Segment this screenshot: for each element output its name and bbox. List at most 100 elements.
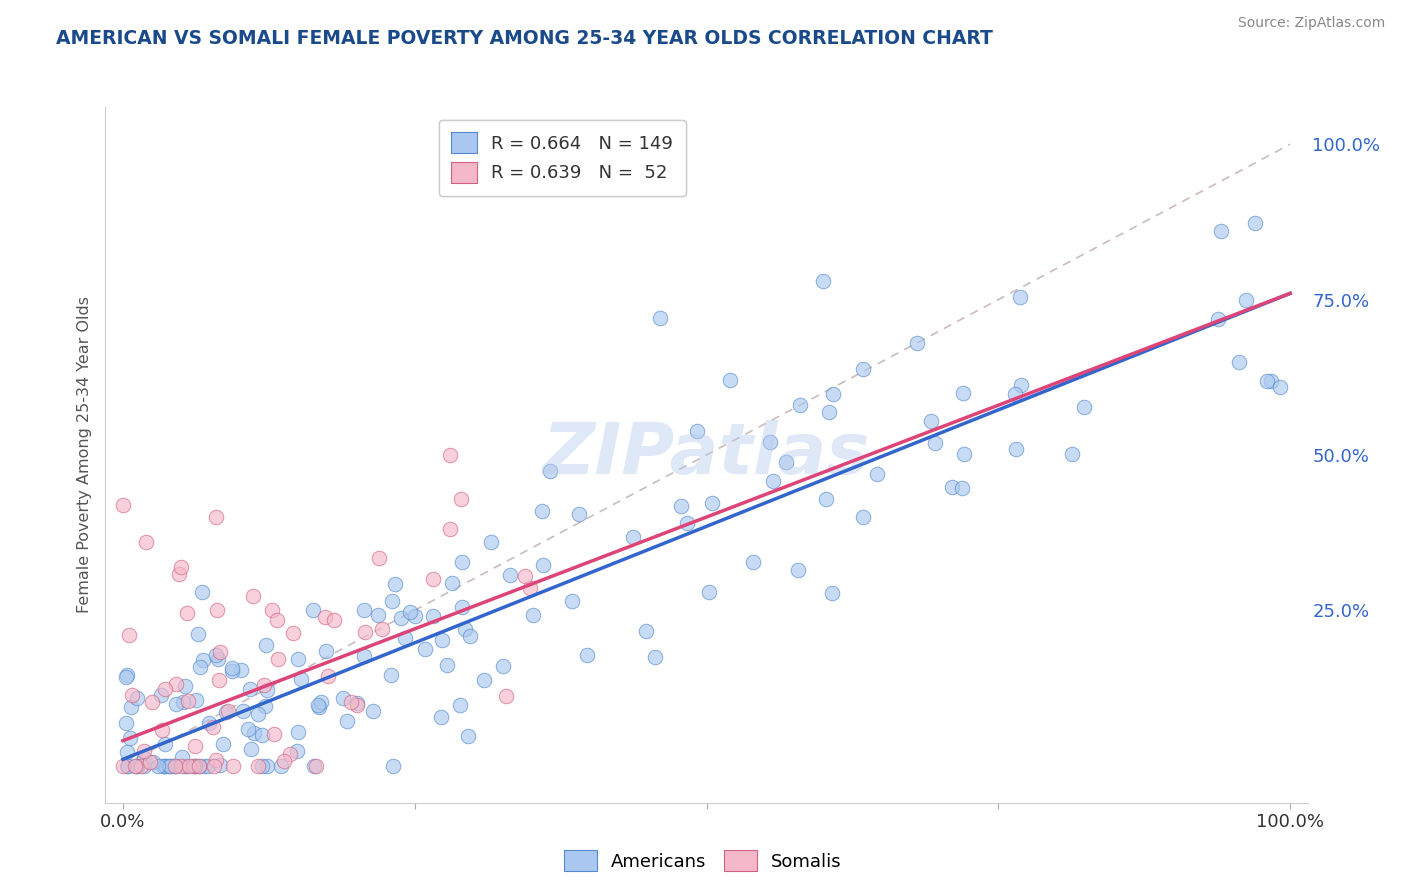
Point xyxy=(205,753,228,767)
Point xyxy=(492,659,515,673)
Point xyxy=(322,613,344,627)
Point xyxy=(821,586,844,600)
Point xyxy=(273,754,295,768)
Point xyxy=(472,673,495,687)
Point xyxy=(165,677,187,691)
Point xyxy=(287,724,309,739)
Point xyxy=(170,559,193,574)
Point xyxy=(132,744,155,758)
Point xyxy=(513,569,536,583)
Y-axis label: Female Poverty Among 25-34 Year Olds: Female Poverty Among 25-34 Year Olds xyxy=(76,296,91,614)
Point xyxy=(1008,290,1031,304)
Point xyxy=(451,600,474,615)
Point xyxy=(436,658,458,673)
Point xyxy=(254,639,277,653)
Point xyxy=(184,739,207,754)
Point xyxy=(305,758,328,772)
Point xyxy=(247,707,270,722)
Point xyxy=(217,705,239,719)
Point xyxy=(221,664,243,678)
Point xyxy=(165,758,187,772)
Point xyxy=(132,758,155,772)
Point xyxy=(165,758,187,772)
Point xyxy=(404,609,426,624)
Point xyxy=(1208,312,1230,326)
Point xyxy=(256,758,278,772)
Point xyxy=(454,623,477,637)
Point xyxy=(852,510,875,524)
Point xyxy=(353,603,375,617)
Point xyxy=(449,698,471,712)
Point xyxy=(332,691,354,706)
Point xyxy=(718,373,741,387)
Point xyxy=(141,695,163,709)
Point xyxy=(450,492,472,507)
Point xyxy=(202,758,225,772)
Point xyxy=(621,531,644,545)
Point xyxy=(135,534,157,549)
Point xyxy=(384,577,406,591)
Point xyxy=(229,663,252,677)
Point xyxy=(193,653,215,667)
Point xyxy=(184,758,207,772)
Point xyxy=(173,679,195,693)
Point xyxy=(302,603,325,617)
Point xyxy=(531,558,554,573)
Point xyxy=(953,447,976,461)
Point xyxy=(644,650,666,665)
Point xyxy=(240,742,263,756)
Point xyxy=(157,758,180,772)
Point xyxy=(775,455,797,469)
Point xyxy=(207,652,229,666)
Point xyxy=(115,745,138,759)
Point xyxy=(278,747,301,761)
Point xyxy=(394,631,416,645)
Point xyxy=(198,715,221,730)
Point xyxy=(188,758,211,772)
Point xyxy=(193,758,215,772)
Legend: Americans, Somalis: Americans, Somalis xyxy=(557,843,849,879)
Point xyxy=(115,667,138,681)
Point xyxy=(287,652,309,666)
Point xyxy=(205,603,228,617)
Point xyxy=(669,499,692,513)
Point xyxy=(522,607,544,622)
Point xyxy=(336,714,359,729)
Point xyxy=(256,683,278,698)
Point xyxy=(139,755,162,769)
Point xyxy=(270,758,292,772)
Point xyxy=(188,758,211,772)
Point xyxy=(125,758,148,772)
Point xyxy=(634,624,657,639)
Point xyxy=(1270,380,1292,394)
Point xyxy=(568,507,591,521)
Point xyxy=(815,491,838,506)
Point xyxy=(759,435,782,450)
Point xyxy=(422,572,444,586)
Point xyxy=(197,758,219,772)
Point xyxy=(170,758,193,772)
Point xyxy=(117,628,139,642)
Point xyxy=(499,568,522,582)
Point xyxy=(191,585,214,599)
Point xyxy=(457,729,479,743)
Point xyxy=(742,555,765,569)
Point xyxy=(208,673,231,687)
Point xyxy=(209,758,232,772)
Point xyxy=(267,652,290,666)
Point xyxy=(179,758,201,772)
Point xyxy=(149,689,172,703)
Point xyxy=(648,311,671,326)
Point xyxy=(1004,387,1026,401)
Text: ZIPatlas: ZIPatlas xyxy=(543,420,870,490)
Point xyxy=(821,386,844,401)
Point xyxy=(1073,401,1095,415)
Point xyxy=(538,464,561,478)
Point xyxy=(142,755,165,769)
Point xyxy=(519,581,541,595)
Point xyxy=(176,607,198,621)
Point xyxy=(371,622,394,636)
Point xyxy=(1236,293,1258,307)
Point xyxy=(429,709,451,723)
Point xyxy=(307,698,329,712)
